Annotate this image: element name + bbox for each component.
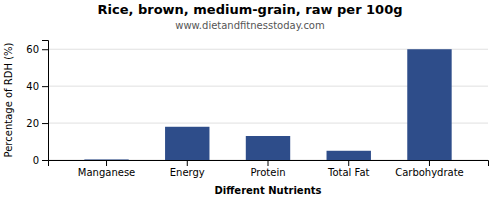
tick-mark <box>42 86 48 87</box>
y-axis-label: Percentage of RDH (%) <box>3 42 14 157</box>
tick-label: Manganese <box>78 167 135 178</box>
bar <box>246 136 290 160</box>
x-axis-label: Different Nutrients <box>215 185 322 196</box>
bar <box>84 159 128 160</box>
axis-line <box>49 161 489 167</box>
tick-mark <box>429 160 430 166</box>
y-tick: 40 <box>26 81 48 92</box>
tick-mark <box>42 123 48 124</box>
tick-mark <box>268 160 269 166</box>
y-tick: 0 <box>33 155 48 166</box>
tick-mark <box>348 160 349 166</box>
tick-mark <box>106 160 107 166</box>
bar <box>327 151 371 160</box>
tick-label: Energy <box>170 167 205 178</box>
x-tick: Protein <box>250 160 285 178</box>
tick-label: 20 <box>26 118 39 129</box>
tick-label: Carbohydrate <box>395 167 464 178</box>
x-tick: Total Fat <box>327 160 369 178</box>
y-tick: 60 <box>26 44 48 55</box>
tick-label: 0 <box>33 155 39 166</box>
plot-area <box>84 49 451 160</box>
tick-mark <box>42 49 48 50</box>
y-axis: 0 20 40 60 <box>26 41 48 166</box>
tick-label: 60 <box>26 44 39 55</box>
x-axis: Manganese Energy Protein Total Fat Carbohydr… <box>49 160 489 178</box>
bar <box>165 127 209 160</box>
title: Rice, brown, medium-grain, raw per 100g <box>97 2 402 17</box>
axis-line <box>42 41 49 161</box>
x-tick: Manganese <box>78 160 135 178</box>
tick-label: Total Fat <box>327 167 369 178</box>
bar <box>407 49 451 160</box>
tick-label: Protein <box>250 167 285 178</box>
y-tick: 20 <box>26 118 48 129</box>
x-tick: Carbohydrate <box>395 160 464 178</box>
subtitle: www.dietandfitnesstoday.com <box>175 20 324 31</box>
tick-mark <box>42 160 48 161</box>
chart: Rice, brown, medium-grain, raw per 100g w… <box>0 0 500 200</box>
x-tick: Energy <box>170 160 205 178</box>
tick-mark <box>187 160 188 166</box>
grid <box>48 49 488 160</box>
tick-label: 40 <box>26 81 39 92</box>
